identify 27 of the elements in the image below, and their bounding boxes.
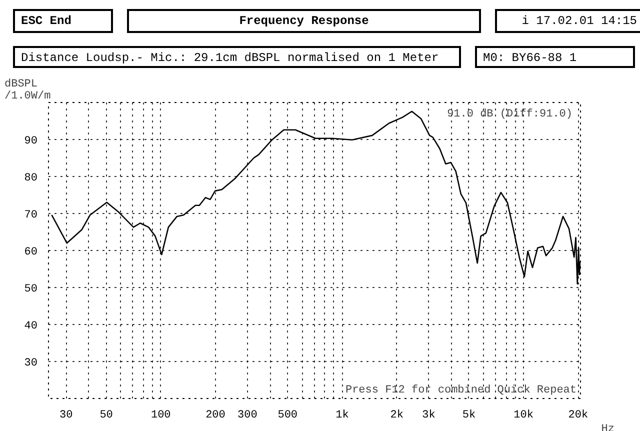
text: M0: BY66-88 1	[483, 50, 577, 67]
y-tick-label: 70	[24, 210, 38, 222]
y-tick-label: 60	[24, 246, 38, 258]
x-tick-label: 200	[206, 410, 226, 422]
x-tick-label: 1k	[336, 410, 350, 422]
y-tick-label: 50	[24, 284, 38, 296]
text: ESC End	[21, 13, 72, 30]
x-tick-label: 50	[100, 410, 113, 422]
x-tick-label: 100	[150, 410, 171, 422]
x-tick-label: 5k	[462, 410, 476, 422]
x-tick-label: 20k	[568, 410, 588, 422]
chart-subtitle: Distance Loudsp.- Mic.: 29.1cm dBSPL normalised on 1 Meter	[21, 50, 439, 67]
x-tick-label: 10k	[514, 410, 534, 422]
x-tick-label: 2k	[390, 410, 404, 422]
text: i 17.02.01 14:15	[522, 13, 637, 30]
annotation: 91.0 dB (Diff:91.0)	[447, 108, 572, 120]
chart-title: Frequency Response	[239, 13, 369, 30]
y-tick-label: 80	[24, 172, 38, 184]
y-tick-label: 90	[24, 136, 38, 148]
y-axis-title: dBSPL /1.0W/m	[4, 78, 52, 102]
y-tick-label: 40	[24, 320, 38, 332]
annotation: Press F12 for combined Quick Repeat	[345, 384, 577, 396]
x-tick-label: 500	[278, 410, 298, 422]
x-tick-label: 300	[238, 410, 258, 422]
y-tick-label: 30	[24, 358, 38, 370]
x-tick-label: 30	[59, 410, 73, 422]
x-tick-label: 3k	[422, 410, 436, 422]
